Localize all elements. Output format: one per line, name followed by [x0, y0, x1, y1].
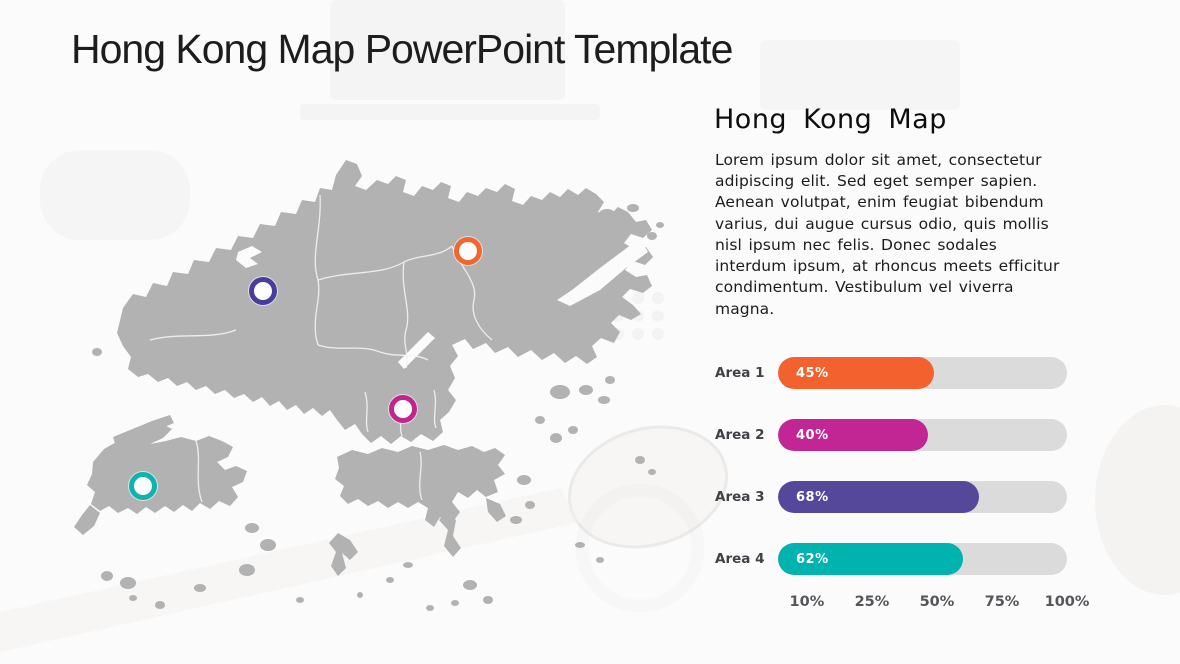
bar-category-label: Area 1 [715, 365, 765, 381]
panel-heading: Hong Kong Map [714, 104, 947, 135]
bar-fill: 45% [778, 357, 935, 389]
bar-fill: 62% [778, 543, 963, 575]
bar-category-label: Area 3 [715, 489, 765, 505]
marker-magenta [389, 395, 417, 423]
bar-track: 40% [778, 419, 1067, 451]
axis-tick-label: 75% [984, 594, 1020, 610]
bar-category-label: Area 2 [715, 427, 765, 443]
bar-row: Area 2 40% [715, 419, 1067, 451]
axis-tick-label: 50% [919, 594, 955, 610]
bar-row: Area 4 62% [715, 543, 1067, 575]
bar-category-label: Area 4 [715, 551, 765, 567]
bar-value-label: 45% [796, 365, 829, 381]
panel-body-text: Lorem ipsum dolor sit amet, consectetur … [715, 151, 1060, 318]
bar-track: 45% [778, 357, 1067, 389]
bar-track: 68% [778, 481, 1067, 513]
axis-tick-label: 100% [1044, 594, 1090, 610]
marker-orange [454, 237, 482, 265]
bar-fill: 40% [778, 419, 929, 451]
axis-tick-label: 10% [789, 594, 825, 610]
bar-value-label: 62% [796, 551, 829, 567]
slide-title: Hong Kong Map PowerPoint Template [71, 26, 733, 72]
marker-purple [249, 277, 277, 305]
map-district-borders [149, 194, 493, 503]
bar-row: Area 1 45% [715, 357, 1067, 389]
area-bar-chart: Area 1 45% Area 2 40% Area 3 68% Area 4 62% [715, 357, 1067, 605]
marker-teal [129, 472, 157, 500]
bar-value-label: 68% [796, 489, 829, 505]
bar-row: Area 3 68% [715, 481, 1067, 513]
bar-value-label: 40% [796, 427, 829, 443]
bar-track: 62% [778, 543, 1067, 575]
axis-tick-label: 25% [854, 594, 890, 610]
chart-axis: 10% 25% 50% 75% 100% [778, 594, 1090, 612]
bar-fill: 68% [778, 481, 979, 513]
map-landmass [74, 160, 664, 611]
